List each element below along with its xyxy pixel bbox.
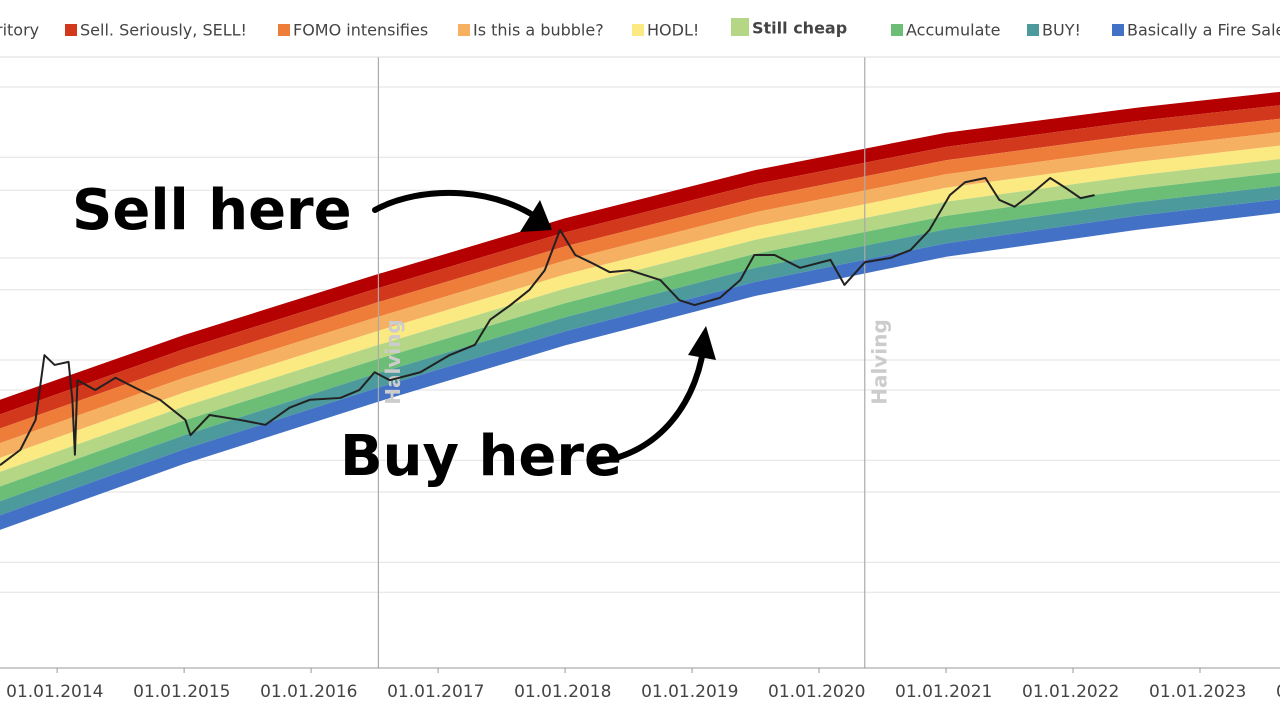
annotation: Buy here xyxy=(340,424,622,489)
x-tick-label: 01.01.2020 xyxy=(768,682,865,702)
legend-swatch xyxy=(278,24,290,36)
legend-label: ritory xyxy=(0,21,39,40)
x-tick-label: 01.01.2018 xyxy=(514,682,611,702)
x-tick-label: 0 xyxy=(1276,682,1280,702)
x-tick-label: 01.01.2022 xyxy=(1022,682,1119,702)
legend-label: HODL! xyxy=(647,21,699,40)
arrowhead xyxy=(520,200,552,232)
x-tick-label: 01.01.2019 xyxy=(641,682,738,702)
legend-label: Is this a bubble? xyxy=(473,21,604,40)
x-tick-label: 01.01.2023 xyxy=(1149,682,1246,702)
halving-label: Halving xyxy=(867,319,891,405)
overlay: Halving Halving xyxy=(0,57,1095,668)
legend-label: Sell. Seriously, SELL! xyxy=(80,21,247,40)
halving-label: Halving xyxy=(381,319,405,405)
arrowhead xyxy=(688,326,716,360)
legend-label: Still cheap xyxy=(752,19,847,38)
legend-swatch xyxy=(731,18,749,36)
legend-swatch xyxy=(891,24,903,36)
legend-swatch xyxy=(65,24,77,36)
x-tick-label: 01.01.2014 xyxy=(6,682,103,702)
annotation: Sell here xyxy=(72,178,352,243)
legend-label: BUY! xyxy=(1042,21,1081,40)
legend-swatch xyxy=(458,24,470,36)
x-tick-label: 01.01.2015 xyxy=(133,682,230,702)
arrow xyxy=(592,332,708,465)
legend-label: Basically a Fire Sale xyxy=(1127,21,1280,40)
legend-label: Accumulate xyxy=(906,21,1001,40)
legend-swatch xyxy=(632,24,644,36)
price-line xyxy=(0,176,1095,466)
arrow xyxy=(372,189,551,229)
x-tick-label: 01.01.2021 xyxy=(895,682,992,702)
legend-label: FOMO intensifies xyxy=(293,21,428,40)
x-tick-label: 01.01.2017 xyxy=(387,682,484,702)
x-tick-label: 01.01.2016 xyxy=(260,682,357,702)
legend-swatch xyxy=(1027,24,1039,36)
legend-swatch xyxy=(1112,24,1124,36)
